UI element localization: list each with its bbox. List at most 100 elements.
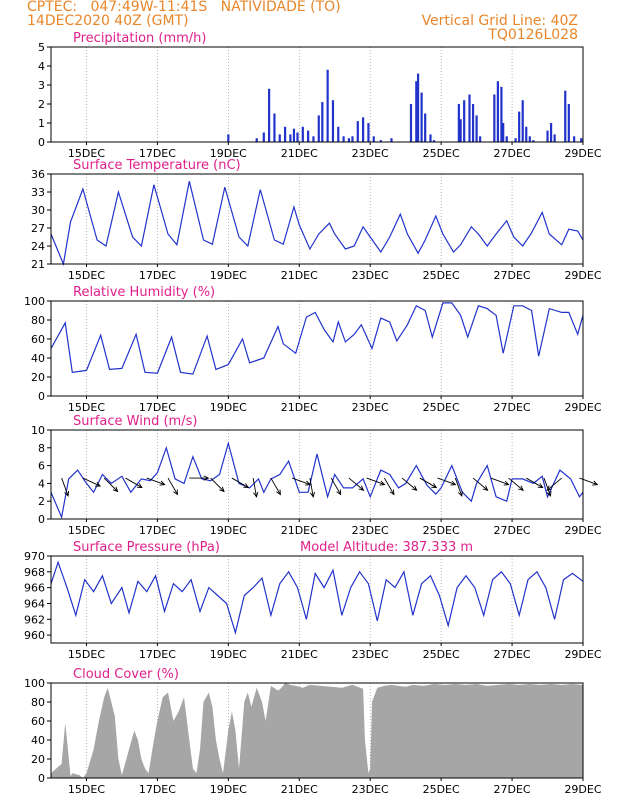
model-altitude-label: Model Altitude: 387.333 m (300, 540, 473, 555)
precip-bar (514, 138, 517, 142)
precip-bar (296, 132, 299, 142)
x-tick-label: 27DEC (494, 269, 531, 282)
panel-frame (50, 682, 584, 779)
wind-arrow-head (592, 480, 599, 486)
y-tick-label: 3 (38, 79, 45, 92)
wind-arrow (454, 477, 463, 497)
y-tick-label: 24 (31, 240, 45, 253)
header-date: 14DEC2020 40Z (GMT) (27, 13, 189, 29)
x-tick-label: 21DEC (281, 401, 318, 414)
x-tick-label: 21DEC (281, 524, 318, 537)
precip-bar (424, 113, 427, 142)
temperature-line (50, 181, 584, 267)
x-tick-label: 19DEC (210, 147, 247, 160)
precip-bar (262, 132, 265, 142)
precip-bar (301, 126, 304, 142)
y-tick-label: 30 (31, 204, 45, 217)
precip-bar (457, 104, 460, 142)
wind-arrow-head (518, 485, 524, 491)
precip-bar (390, 138, 393, 142)
x-tick-label: 19DEC (210, 269, 247, 282)
y-tick-label: 100 (24, 677, 45, 690)
x-tick-label: 25DEC (423, 147, 460, 160)
precip-bar (312, 136, 315, 142)
precip-bar (468, 94, 471, 142)
y-tick-label: 60 (31, 333, 45, 346)
x-tick-label: 23DEC (352, 648, 389, 661)
header-model-id: TQ0126L028 (488, 27, 578, 43)
wind-arrow (437, 477, 456, 485)
x-tick-label: 25DEC (423, 648, 460, 661)
wind-arrow-head (336, 489, 342, 496)
precip-bar (432, 140, 436, 142)
wind-arrow (231, 477, 249, 488)
wind-arrow (103, 477, 118, 492)
wind-arrow (579, 477, 598, 485)
precip-bar (367, 123, 370, 142)
x-tick-label: 19DEC (210, 648, 247, 661)
wind-arrow-head (276, 489, 281, 496)
x-tick-label: 27DEC (494, 648, 531, 661)
wind-arrow (292, 477, 311, 485)
wind-arrow (366, 477, 385, 485)
panel-frame (50, 555, 584, 644)
precip-bar (493, 94, 496, 142)
precip-bar (416, 73, 420, 142)
y-tick-label: 36 (31, 168, 45, 181)
wind-arrow-head (358, 485, 365, 491)
precip-bar (415, 81, 418, 142)
wind-arrow (61, 477, 69, 497)
x-tick-label: 29DEC (564, 269, 601, 282)
wind-arrow (270, 477, 281, 495)
x-tick-label: 29DEC (564, 401, 601, 414)
x-tick-label: 27DEC (494, 147, 531, 160)
x-tick-label: 17DEC (139, 648, 176, 661)
precip-bar (479, 136, 482, 142)
precip-bar (532, 140, 535, 142)
x-tick-label: 15DEC (68, 783, 105, 796)
y-tick-label: 20 (31, 371, 45, 384)
y-tick-label: 5 (38, 41, 45, 54)
y-tick-label: 2 (38, 98, 45, 111)
y-tick-label: 0 (38, 390, 45, 403)
y-tick-label: 0 (38, 772, 45, 785)
precip-bar (521, 100, 524, 142)
wind-arrow (383, 477, 395, 495)
precip-bar (278, 134, 281, 142)
x-tick-label: 17DEC (139, 524, 176, 537)
x-tick-label: 29DEC (564, 147, 601, 160)
panel-title: Cloud Cover (%) (73, 667, 179, 682)
x-tick-label: 17DEC (139, 783, 176, 796)
y-tick-label: 1 (38, 117, 45, 130)
wind-arrow-head (503, 480, 510, 486)
x-tick-label: 27DEC (494, 524, 531, 537)
precip-bar (292, 128, 296, 142)
x-tick-label: 21DEC (281, 269, 318, 282)
wind-arrow (146, 477, 165, 485)
x-tick-label: 25DEC (423, 524, 460, 537)
precip-bar (471, 104, 475, 142)
precip-bar (546, 130, 549, 142)
cloud-cover-area (51, 683, 583, 778)
x-tick-label: 25DEC (423, 783, 460, 796)
wind-arrow-head (431, 483, 438, 489)
precip-bar (317, 115, 320, 142)
x-tick-label: 17DEC (139, 401, 176, 414)
y-tick-label: 968 (24, 566, 45, 579)
precip-bar (268, 88, 271, 142)
wind-arrow (82, 477, 101, 487)
x-tick-label: 19DEC (210, 524, 247, 537)
wind-arrow-head (243, 483, 250, 489)
wind-arrow (330, 477, 342, 495)
x-tick-label: 21DEC (281, 783, 318, 796)
y-tick-label: 27 (31, 222, 45, 235)
wind-arrow-head (253, 491, 259, 498)
x-tick-label: 27DEC (494, 401, 531, 414)
y-tick-label: 4 (38, 60, 45, 73)
wind-arrow-head (309, 491, 316, 498)
x-tick-label: 15DEC (68, 648, 105, 661)
wind-arrow-head (305, 480, 311, 486)
precip-bar (500, 86, 503, 142)
precip-bar (273, 113, 276, 142)
pressure-line (50, 560, 584, 636)
